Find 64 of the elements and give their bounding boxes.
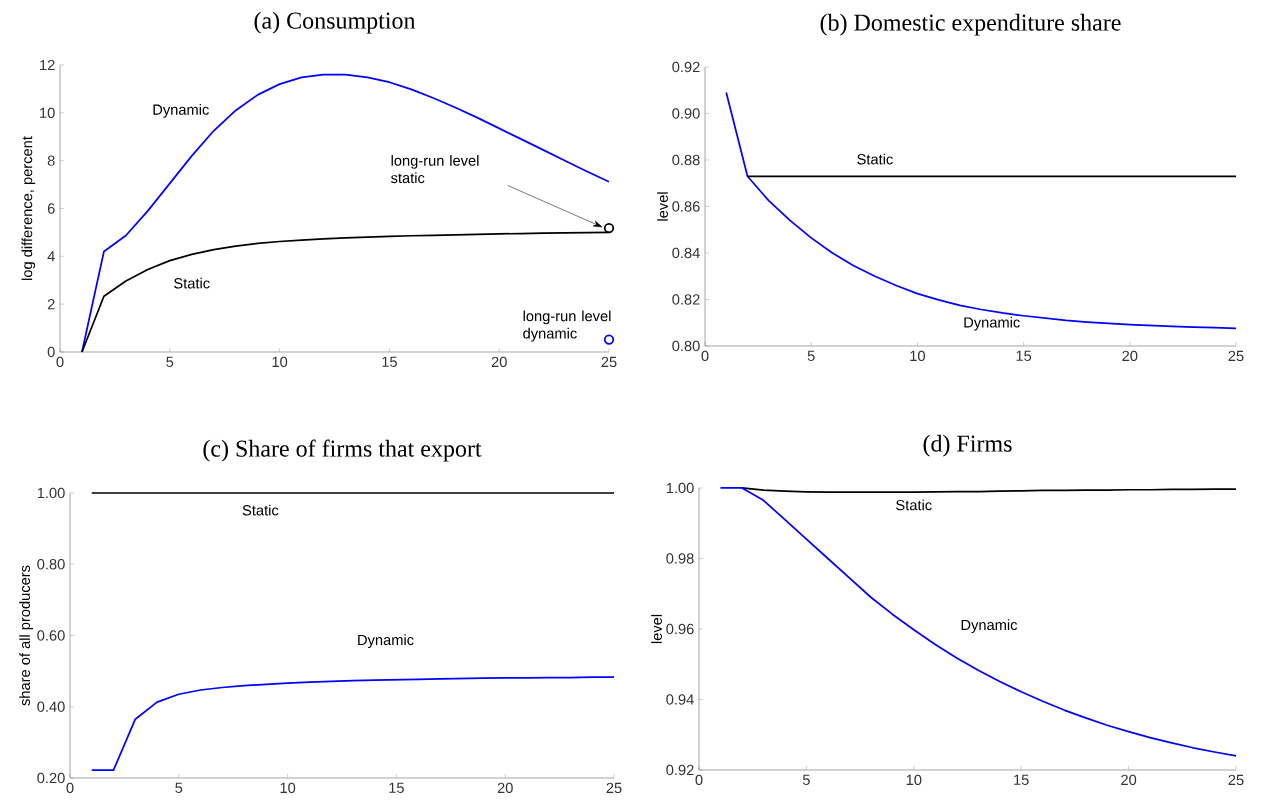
series-label: Static xyxy=(174,277,210,289)
x-tick-label: 15 xyxy=(382,356,397,367)
y-axis-title: share of all producers xyxy=(19,565,33,706)
text: Dynamic xyxy=(358,634,414,649)
y-tick-label: 1.00 xyxy=(666,482,694,494)
series-label: Dynamic xyxy=(153,104,209,118)
line-series xyxy=(719,487,1237,757)
y-tick-label: 1.00 xyxy=(37,487,65,499)
x-tick-label: 20 xyxy=(1121,774,1137,786)
y-tick-label: 0.98 xyxy=(666,553,694,564)
y-tick-label: 0.96 xyxy=(666,623,694,635)
y-axis-title: level xyxy=(657,192,668,221)
annotation: long-run level dynamic xyxy=(523,310,611,342)
y-tick-label: 8 xyxy=(47,155,55,166)
x-tick-label: 0 xyxy=(701,350,709,362)
series-label: Static xyxy=(857,153,893,165)
x-tick-label: 25 xyxy=(606,782,622,794)
y-tick-label: 0.92 xyxy=(666,764,694,776)
chart-title: (a) Consumption xyxy=(254,11,416,34)
annotation: long-run level static xyxy=(391,155,479,184)
y-axis-title: level xyxy=(651,614,662,644)
y-tick-label: 0.90 xyxy=(672,108,700,119)
x-tick-label: 10 xyxy=(906,774,922,786)
y-tick-label: 0.82 xyxy=(672,294,700,305)
y-tick-label: 0.80 xyxy=(37,559,65,570)
y-axis-title: log difference, percent xyxy=(21,136,36,280)
chart-title: (d) Firms xyxy=(923,434,1012,457)
y-tick-label: 10 xyxy=(40,107,55,119)
y-tick-label: 0.92 xyxy=(672,61,700,73)
x-tick-label: 15 xyxy=(389,782,404,793)
chart-title: (b) Domestic expenditure share xyxy=(820,13,1121,36)
y-tick-label: 6 xyxy=(47,203,55,214)
x-tick-label: 5 xyxy=(807,350,815,361)
y-tick-label: 0.40 xyxy=(37,701,65,712)
x-tick-label: 15 xyxy=(1016,350,1032,361)
chart-title: (c) Share of firms that export xyxy=(203,439,482,462)
x-tick-label: 0 xyxy=(66,782,74,794)
x-tick-label: 10 xyxy=(272,356,288,368)
y-tick-label: 0.20 xyxy=(37,772,65,784)
series-label: Dynamic xyxy=(961,619,1018,633)
x-tick-label: 5 xyxy=(166,356,174,367)
y-tick-label: 0.80 xyxy=(672,340,700,352)
x-tick-label: 20 xyxy=(491,356,507,368)
y-tick-label: 4 xyxy=(47,251,55,262)
x-tick-label: 25 xyxy=(1228,774,1244,786)
y-tick-label: 0.84 xyxy=(672,247,700,259)
x-tick-label: 25 xyxy=(601,356,617,368)
x-tick-label: 15 xyxy=(1014,774,1029,785)
x-tick-label: 5 xyxy=(802,774,810,785)
y-tick-label: 2 xyxy=(47,299,55,310)
y-tick-label: 0.86 xyxy=(672,201,700,212)
series-label: Static xyxy=(242,504,279,516)
y-tick-label: 0.94 xyxy=(666,694,694,705)
series-label: Static xyxy=(896,499,932,511)
y-tick-label: 0.60 xyxy=(37,630,65,641)
series-label: Dynamic xyxy=(964,316,1020,331)
y-tick-label: 0.88 xyxy=(672,154,700,166)
x-tick-label: 10 xyxy=(280,782,296,794)
x-tick-label: 5 xyxy=(175,782,183,793)
x-tick-label: 20 xyxy=(497,782,513,794)
x-tick-label: 25 xyxy=(1228,350,1244,362)
x-tick-label: 10 xyxy=(910,350,925,362)
y-tick-label: 12 xyxy=(40,59,55,71)
x-tick-label: 20 xyxy=(1122,350,1138,362)
